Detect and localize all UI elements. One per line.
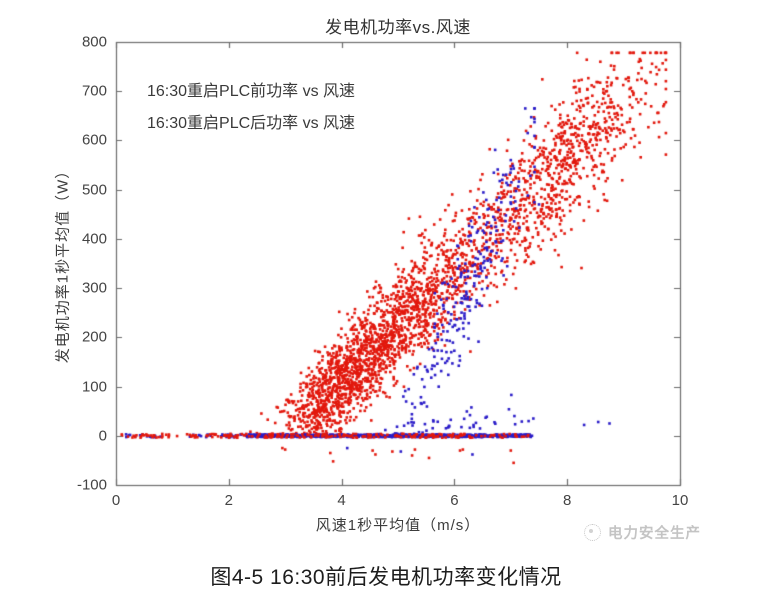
circular-emblem-icon [584, 524, 601, 541]
figure-caption: 图4-5 16:30前后发电机功率变化情况 [210, 566, 562, 589]
y-tick-label: -100 [76, 476, 107, 494]
x-tick-label: 4 [337, 492, 346, 509]
y-tick-label: 200 [81, 328, 107, 346]
x-tick-label: 10 [671, 492, 689, 509]
y-tick-label: 800 [81, 33, 107, 51]
watermark: 电力安全生产 [584, 522, 701, 543]
x-axis-label: 风速1秒平均值（m/s） [315, 517, 481, 534]
scatter-plot-canvas [0, 0, 772, 552]
y-axis-label: 发电机功率1秒平均值（W） [54, 162, 72, 364]
watermark-text: 电力安全生产 [608, 526, 701, 542]
x-tick-label: 8 [563, 492, 572, 509]
y-tick-label: 600 [81, 131, 107, 149]
y-tick-label: 500 [81, 181, 107, 199]
x-tick-label: 6 [450, 492, 459, 509]
y-tick-label: 300 [81, 279, 107, 297]
y-tick-label: 100 [81, 378, 107, 396]
chart-title: 发电机功率vs.风速 [325, 18, 471, 37]
x-tick-label: 0 [111, 492, 121, 509]
y-tick-label: 400 [81, 230, 107, 248]
y-tick-label: 700 [81, 82, 107, 100]
x-tick-label: 2 [224, 492, 233, 509]
legend-entry-before-plc-restart: 16:30重启PLC前功率 vs 风速 [147, 83, 356, 100]
y-tick-label: 0 [98, 427, 107, 445]
legend-entry-after-plc-restart: 16:30重启PLC后功率 vs 风速 [147, 115, 356, 132]
